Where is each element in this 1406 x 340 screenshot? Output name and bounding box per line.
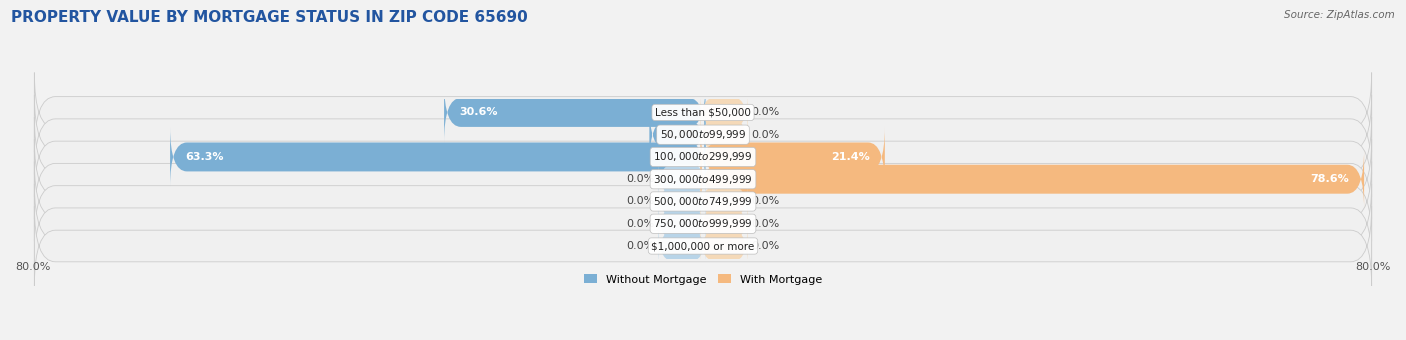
- Text: $300,000 to $499,999: $300,000 to $499,999: [654, 173, 752, 186]
- FancyBboxPatch shape: [658, 205, 706, 243]
- Text: 0.0%: 0.0%: [752, 197, 780, 206]
- FancyBboxPatch shape: [34, 95, 1372, 174]
- Text: 0.0%: 0.0%: [626, 197, 654, 206]
- Text: Less than $50,000: Less than $50,000: [655, 107, 751, 117]
- Text: 0.0%: 0.0%: [752, 107, 780, 117]
- Text: 0.0%: 0.0%: [752, 219, 780, 229]
- Text: $50,000 to $99,999: $50,000 to $99,999: [659, 128, 747, 141]
- FancyBboxPatch shape: [444, 82, 706, 142]
- Text: 0.0%: 0.0%: [752, 130, 780, 140]
- FancyBboxPatch shape: [658, 183, 706, 220]
- FancyBboxPatch shape: [700, 227, 748, 265]
- Text: 6.1%: 6.1%: [665, 130, 696, 140]
- Text: 0.0%: 0.0%: [626, 174, 654, 184]
- Legend: Without Mortgage, With Mortgage: Without Mortgage, With Mortgage: [579, 270, 827, 289]
- Text: PROPERTY VALUE BY MORTGAGE STATUS IN ZIP CODE 65690: PROPERTY VALUE BY MORTGAGE STATUS IN ZIP…: [11, 10, 529, 25]
- FancyBboxPatch shape: [170, 127, 706, 187]
- FancyBboxPatch shape: [34, 206, 1372, 286]
- FancyBboxPatch shape: [658, 227, 706, 265]
- FancyBboxPatch shape: [700, 116, 748, 154]
- FancyBboxPatch shape: [34, 184, 1372, 264]
- FancyBboxPatch shape: [700, 94, 748, 131]
- FancyBboxPatch shape: [650, 105, 706, 165]
- Text: $100,000 to $299,999: $100,000 to $299,999: [654, 151, 752, 164]
- Text: 78.6%: 78.6%: [1310, 174, 1348, 184]
- FancyBboxPatch shape: [34, 117, 1372, 197]
- FancyBboxPatch shape: [34, 139, 1372, 219]
- Text: 21.4%: 21.4%: [831, 152, 870, 162]
- Text: 0.0%: 0.0%: [626, 219, 654, 229]
- Text: Source: ZipAtlas.com: Source: ZipAtlas.com: [1284, 10, 1395, 20]
- Text: 0.0%: 0.0%: [752, 241, 780, 251]
- FancyBboxPatch shape: [700, 149, 1364, 209]
- Text: 63.3%: 63.3%: [186, 152, 224, 162]
- Text: $1,000,000 or more: $1,000,000 or more: [651, 241, 755, 251]
- Text: 0.0%: 0.0%: [626, 241, 654, 251]
- FancyBboxPatch shape: [34, 72, 1372, 152]
- FancyBboxPatch shape: [658, 160, 706, 198]
- Text: $750,000 to $999,999: $750,000 to $999,999: [654, 217, 752, 230]
- FancyBboxPatch shape: [34, 162, 1372, 241]
- Text: 30.6%: 30.6%: [460, 107, 498, 117]
- FancyBboxPatch shape: [700, 127, 884, 187]
- Text: $500,000 to $749,999: $500,000 to $749,999: [654, 195, 752, 208]
- FancyBboxPatch shape: [700, 205, 748, 243]
- FancyBboxPatch shape: [700, 183, 748, 220]
